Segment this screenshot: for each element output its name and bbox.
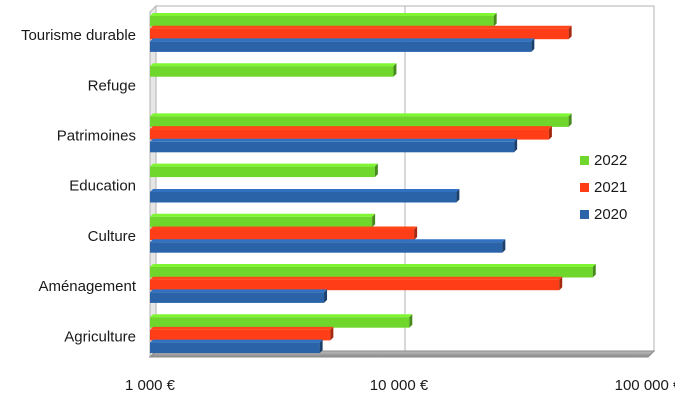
bar-tourisme-durable-2020 bbox=[150, 38, 535, 52]
category-label-amenagement: Aménagement bbox=[38, 278, 136, 295]
bar-culture-2021 bbox=[150, 226, 418, 240]
bar-culture-2022 bbox=[150, 213, 376, 228]
bar-tourisme-durable-2021 bbox=[150, 25, 572, 40]
bar-amenagement-2020 bbox=[150, 289, 328, 303]
category-label-tourisme-durable: Tourisme durable bbox=[21, 27, 136, 44]
legend: 2022 2021 2020 bbox=[580, 152, 627, 223]
bar-agriculture-2020 bbox=[150, 339, 323, 354]
x-tick-label-0: 1 000 € bbox=[125, 377, 176, 394]
bar-amenagement-2022 bbox=[150, 264, 596, 278]
category-labels: Tourisme durable Refuge Patrimoines Educati… bbox=[21, 27, 137, 345]
bar-amenagement-2021 bbox=[150, 276, 563, 291]
chart-axes bbox=[148, 4, 656, 359]
category-label-education: Education bbox=[69, 178, 136, 195]
category-label-culture: Culture bbox=[88, 228, 136, 245]
x-tick-label-1: 10 000 € bbox=[370, 377, 429, 394]
bar-agriculture-2021 bbox=[150, 326, 334, 341]
category-label-refuge: Refuge bbox=[88, 77, 136, 94]
legend-swatch-2022 bbox=[580, 156, 589, 165]
bar-tourisme-durable-2022 bbox=[150, 13, 497, 27]
bar-patrimoines-2021 bbox=[150, 126, 552, 140]
legend-swatch-2020 bbox=[580, 210, 589, 219]
grid-lines bbox=[149, 5, 655, 358]
bar-culture-2020 bbox=[150, 239, 506, 253]
bar-education-2020 bbox=[150, 189, 460, 203]
bar-education-2022 bbox=[150, 163, 378, 178]
bar-patrimoines-2020 bbox=[150, 138, 518, 153]
plot-left-wall bbox=[149, 4, 157, 359]
bar-agriculture-2022 bbox=[150, 314, 413, 328]
legend-label-2021: 2021 bbox=[594, 179, 627, 196]
x-tick-labels: 1 000 € 10 000 € 100 000 € bbox=[125, 377, 675, 394]
legend-label-2020: 2020 bbox=[594, 206, 627, 223]
legend-label-2022: 2022 bbox=[594, 152, 627, 169]
bars bbox=[150, 13, 596, 354]
bar-patrimoines-2022 bbox=[150, 113, 572, 127]
bar-refuge-2022 bbox=[150, 63, 397, 77]
x-tick-label-2: 100 000 € bbox=[615, 377, 675, 394]
category-label-agriculture: Agriculture bbox=[64, 328, 136, 345]
category-label-patrimoines: Patrimoines bbox=[57, 127, 136, 144]
legend-swatch-2021 bbox=[580, 183, 589, 192]
